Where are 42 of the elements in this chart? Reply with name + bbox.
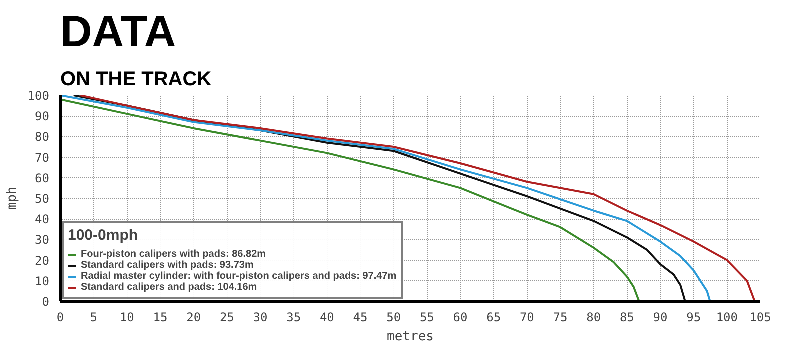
y-tick-label: 80 [35, 130, 50, 144]
x-tick-label: 10 [120, 310, 134, 324]
x-tick-label: 20 [186, 310, 202, 324]
x-tick-label: 55 [420, 310, 434, 324]
y-tick-label: 100 [28, 89, 50, 103]
x-tick-label: 40 [320, 310, 334, 324]
legend-label: Standard calipers and pads: 104.16m [81, 282, 258, 293]
y-tick-label: 30 [35, 233, 50, 248]
x-tick-label: 0 [56, 310, 64, 324]
x-tick-label: 70 [520, 310, 534, 324]
x-tick-label: 85 [620, 310, 634, 324]
x-tick-label: 15 [153, 310, 168, 324]
x-tick-label: 65 [486, 310, 502, 324]
x-tick-label: 25 [220, 310, 234, 324]
x-tick-label: 45 [353, 310, 368, 324]
y-tick-label: 90 [35, 110, 50, 124]
y-tick-label: 70 [35, 150, 50, 165]
y-tick-label: 0 [42, 295, 50, 309]
x-tick-label: 80 [586, 310, 602, 324]
x-tick-label: 35 [286, 310, 302, 324]
legend-title: 100-0mph [68, 227, 140, 244]
x-tick-label: 95 [686, 310, 702, 324]
x-tick-label: 50 [386, 310, 402, 324]
y-axis-title: mph [4, 186, 20, 210]
x-tick-label: 105 [750, 310, 772, 324]
legend-label: Radial master cylinder: with four-piston calipers and pads: 97.47m [81, 271, 397, 282]
x-axis-title: metres [387, 330, 434, 344]
chart-subtitle: ON THE TRACK [60, 68, 212, 90]
y-tick-label: 50 [35, 192, 50, 206]
x-tick-label: 60 [453, 310, 468, 324]
legend-label: Four-piston calipers with pads: 86.82m [81, 249, 266, 260]
x-tick-label: 100 [716, 310, 738, 324]
y-tick-label: 20 [35, 254, 50, 268]
y-tick-label: 60 [35, 171, 50, 186]
x-tick-label: 75 [553, 310, 568, 324]
x-tick-label: 90 [653, 310, 668, 324]
x-tick-label: 30 [253, 310, 268, 324]
y-tick-label: 10 [35, 274, 50, 288]
x-tick-label: 5 [90, 310, 98, 324]
legend-label: Standard calipers with pads: 93.73m [81, 260, 254, 271]
y-tick-label: 40 [35, 212, 50, 227]
chart-title: DATA [60, 8, 176, 56]
